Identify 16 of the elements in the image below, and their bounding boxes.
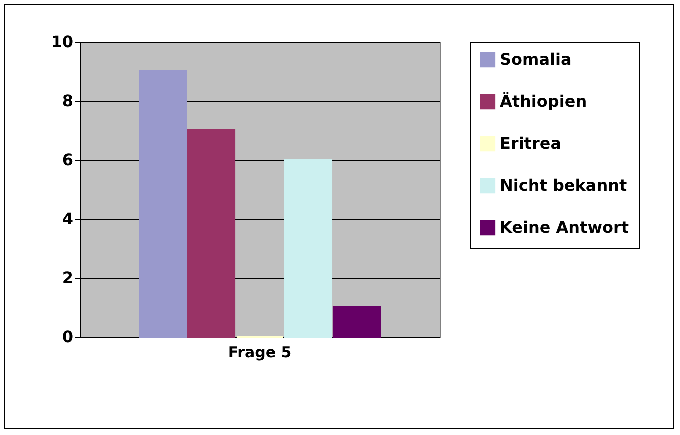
y-tick-label: 4	[62, 210, 74, 228]
bar	[187, 130, 236, 338]
y-tick-label: 0	[62, 328, 74, 346]
legend-label: Keine Antwort	[500, 218, 630, 237]
y-tick-label: 8	[62, 92, 74, 110]
legend-label: Äthiopien	[500, 92, 588, 111]
legend-label: Somalia	[500, 50, 572, 69]
bar	[284, 159, 333, 338]
y-tick-label: 10	[51, 32, 74, 52]
y-tick-label: 2	[62, 268, 74, 288]
bar	[332, 306, 381, 338]
bar	[139, 70, 188, 338]
y-tick-label: 6	[62, 150, 74, 170]
legend-label: Nicht bekannt	[500, 176, 628, 195]
x-tick-label: Frage 5	[228, 344, 292, 362]
legend-label: Eritrea	[500, 134, 562, 153]
